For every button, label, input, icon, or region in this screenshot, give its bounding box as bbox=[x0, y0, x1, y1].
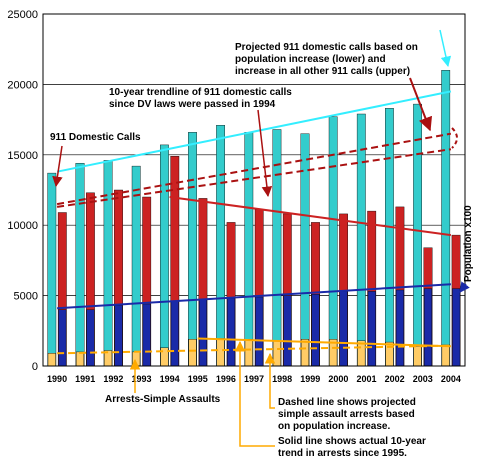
bar-all-other bbox=[159, 144, 169, 367]
annotation-projected-3: increase in all other 911 calls (upper) bbox=[235, 66, 410, 77]
bar-population bbox=[339, 291, 348, 367]
x-tick-label: 1998 bbox=[272, 374, 292, 384]
arrow-projected bbox=[409, 77, 433, 132]
bar-arrests bbox=[441, 344, 450, 367]
y-axis: 0 5000 10000 15000 20000 25000 bbox=[7, 9, 38, 373]
bar-all-other bbox=[47, 172, 57, 367]
annotation-trend-2: since DV laws were passed in 1994 bbox=[109, 99, 276, 110]
bar-arrests bbox=[272, 340, 281, 367]
bar-population bbox=[86, 309, 95, 367]
bar-population bbox=[142, 303, 151, 367]
annotation-domestic: 911 Domestic Calls bbox=[50, 132, 141, 143]
arrow-population bbox=[459, 281, 470, 293]
arrow-domestic bbox=[52, 145, 63, 188]
trendline-projected-domestic-lower bbox=[56, 148, 452, 208]
x-tick-label: 2001 bbox=[357, 374, 377, 384]
annotation-dashed-1: Dashed line shows projected bbox=[278, 397, 416, 408]
annotation-dashed-2: simple assault arrests based bbox=[278, 409, 415, 420]
x-tick-label: 1996 bbox=[216, 374, 236, 384]
bar-arrests bbox=[216, 338, 225, 367]
x-tick-label: 1995 bbox=[188, 374, 208, 384]
trendline-cyan-trend bbox=[56, 90, 452, 173]
annotation-projected-2: population increase (lower) and bbox=[235, 54, 386, 65]
bar-arrests bbox=[413, 346, 422, 367]
trendlines-layer bbox=[56, 90, 452, 355]
bar-population bbox=[311, 294, 320, 367]
bar-population bbox=[367, 291, 376, 367]
bar-arrests bbox=[47, 353, 56, 367]
y-tick-label: 20000 bbox=[7, 79, 38, 91]
bar-all-other bbox=[413, 103, 422, 367]
x-tick-label: 1999 bbox=[300, 374, 320, 384]
annotation-population: Population x100 bbox=[463, 205, 474, 282]
annotation-all-other: All other 911 calls x10 bbox=[360, 19, 464, 30]
trendline-projected-domestic-upper bbox=[56, 132, 452, 206]
bar-arrests bbox=[75, 351, 84, 367]
y-tick-label: 0 bbox=[32, 361, 38, 373]
x-tick-label: 1991 bbox=[75, 374, 95, 384]
annotation-solid-1: Solid line shows actual 10-year bbox=[278, 436, 426, 447]
bracket-projected bbox=[451, 127, 458, 149]
x-tick-label: 1997 bbox=[244, 374, 264, 384]
bar-population bbox=[283, 295, 292, 367]
annotation-solid-2: trend in arrests since 1995. bbox=[278, 448, 407, 459]
bar-arrests bbox=[188, 339, 197, 367]
y-tick-label: 5000 bbox=[14, 291, 38, 303]
bar-all-other bbox=[244, 132, 254, 367]
bar-population bbox=[58, 309, 67, 367]
connector-dashed bbox=[264, 352, 276, 409]
annotation-projected-1: Projected 911 domestic calls based on bbox=[235, 42, 418, 53]
x-tick-label: 1992 bbox=[103, 374, 123, 384]
arrow-all-other bbox=[439, 29, 452, 68]
bars-layer bbox=[47, 70, 461, 367]
connector-solid bbox=[234, 340, 275, 447]
x-tick-label: 1994 bbox=[160, 374, 180, 384]
y-tick-label: 25000 bbox=[7, 9, 38, 21]
bar-all-other bbox=[300, 133, 310, 367]
bar-population bbox=[114, 305, 123, 367]
bar-population bbox=[424, 288, 433, 367]
x-axis: 1990 1991 1992 1993 1994 1995 1996 1997 1998 1999… bbox=[47, 374, 461, 384]
bar-population bbox=[255, 296, 264, 367]
bar-arrests bbox=[132, 351, 141, 367]
y-tick-label: 10000 bbox=[7, 220, 38, 232]
trendline-population-trend bbox=[57, 283, 451, 310]
bar-population bbox=[395, 289, 404, 367]
annotation-dashed-3: on population increase. bbox=[278, 421, 390, 432]
bar-all-other bbox=[188, 132, 197, 367]
bar-all-other bbox=[216, 124, 225, 367]
x-tick-label: 2003 bbox=[413, 374, 433, 384]
x-tick-label: 1990 bbox=[47, 374, 67, 384]
plot-area-border bbox=[42, 13, 466, 367]
bar-all-other bbox=[75, 162, 85, 367]
bar-arrests bbox=[244, 339, 253, 367]
x-tick-label: 2002 bbox=[385, 374, 405, 384]
trendline-domestic-trend bbox=[169, 196, 452, 237]
arrow-trend bbox=[257, 109, 273, 198]
bar-all-other bbox=[356, 113, 366, 367]
bar-all-other bbox=[441, 70, 451, 367]
y-tick-label: 15000 bbox=[7, 150, 38, 162]
x-tick-label: 2000 bbox=[328, 374, 348, 384]
bar-population bbox=[198, 299, 207, 367]
annotation-trend-1: 10-year trendline of 911 domestic calls bbox=[109, 87, 292, 98]
x-tick-label: 2004 bbox=[441, 374, 461, 384]
annotation-arrests: Arrests-Simple Assaults bbox=[105, 394, 221, 405]
bar-all-other bbox=[385, 108, 394, 367]
bar-population bbox=[227, 298, 236, 367]
bar-arrests bbox=[301, 339, 310, 367]
bar-arrests bbox=[385, 341, 394, 367]
trendline-arrests-trend bbox=[197, 337, 451, 348]
bar-population bbox=[170, 301, 179, 367]
x-tick-label: 1993 bbox=[131, 374, 151, 384]
bar-all-other bbox=[103, 160, 113, 367]
bar-population bbox=[452, 288, 461, 367]
